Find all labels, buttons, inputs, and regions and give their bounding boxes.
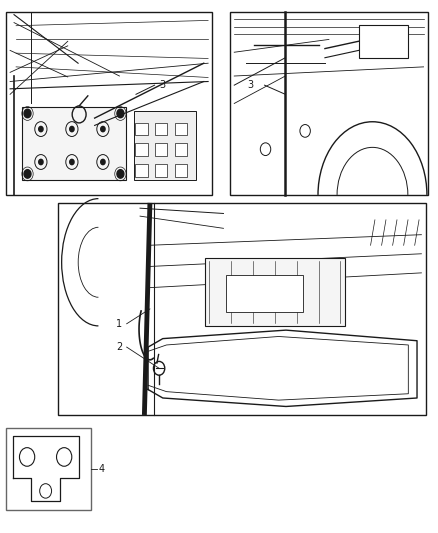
Text: 1: 1: [116, 319, 122, 329]
Text: 4: 4: [99, 464, 105, 474]
Circle shape: [70, 159, 74, 165]
Text: 3: 3: [159, 80, 165, 90]
Circle shape: [24, 109, 31, 118]
Circle shape: [24, 169, 31, 178]
Bar: [155, 123, 167, 135]
Bar: [359, 25, 408, 58]
Bar: [135, 123, 148, 135]
Bar: [135, 143, 148, 156]
Text: 2: 2: [116, 342, 122, 352]
Bar: [58, 203, 426, 415]
Bar: [22, 107, 126, 180]
Bar: [205, 258, 345, 326]
Circle shape: [101, 159, 105, 165]
Bar: [155, 143, 167, 156]
Circle shape: [101, 126, 105, 132]
Circle shape: [39, 159, 43, 165]
Circle shape: [117, 169, 124, 178]
Bar: [134, 111, 196, 180]
Circle shape: [39, 126, 43, 132]
Bar: [135, 164, 148, 177]
Bar: [230, 12, 428, 195]
Bar: [6, 428, 91, 511]
Circle shape: [70, 126, 74, 132]
Bar: [175, 164, 187, 177]
Bar: [175, 123, 187, 135]
Text: 3: 3: [247, 80, 254, 90]
Circle shape: [117, 109, 124, 118]
Bar: [175, 143, 187, 156]
Bar: [226, 275, 303, 312]
Bar: [155, 164, 167, 177]
Bar: [6, 12, 212, 195]
